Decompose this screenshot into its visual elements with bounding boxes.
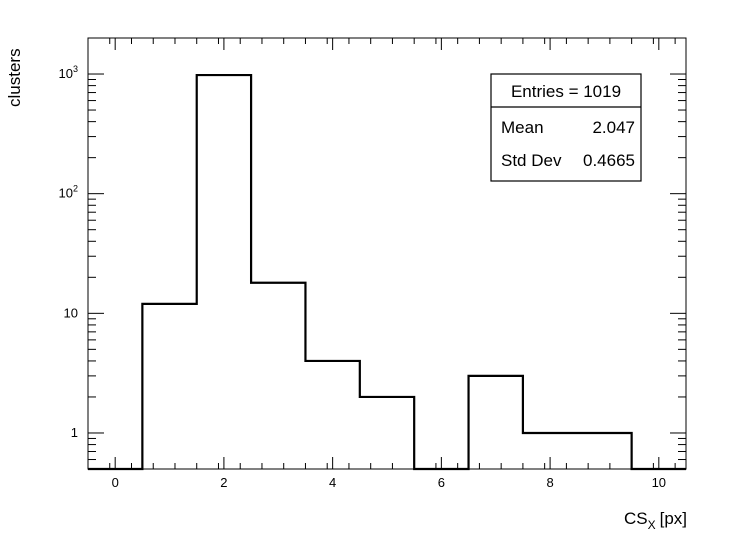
stats-box-frame [490,73,642,182]
y-tick-label-base: 1 [71,425,78,440]
y-tick-label-base: 10 [64,305,78,320]
x-axis-title-main: CS [624,509,648,528]
minor-ticks [87,37,686,470]
plot-frame [87,37,687,470]
x-tick-label: 8 [546,475,553,490]
y-tick-label: 103 [59,64,78,81]
stats-mean-label: Mean [501,118,544,137]
x-axis-title-sub: X [648,518,656,532]
x-tick-label: 2 [220,475,227,490]
stats-mean-value: 2.047 [592,118,635,137]
y-tick-label-exponent: 3 [73,64,78,74]
x-tick-label: 0 [112,475,119,490]
x-axis-title: CSX [px] [624,509,687,532]
stats-entries: Entries = 1019 [511,82,621,101]
x-tick-label: 4 [329,475,336,490]
stats-box: Entries = 1019 Mean 2.047 Std Dev 0.4665 [490,73,642,182]
x-axis-title-unit: [px] [660,509,687,528]
x-tick-label: 10 [652,475,666,490]
x-tick-label: 6 [438,475,445,490]
y-tick-label-base: 10 [59,66,73,81]
y-tick-label-exponent: 2 [73,184,78,194]
stats-stddev-value: 0.4665 [583,151,635,170]
x-tick-labels: 0 2 4 6 8 10 [112,475,666,490]
stats-stddev-label: Std Dev [501,151,562,170]
y-tick-label: 10 [64,305,78,320]
y-tick-label: 102 [59,184,78,201]
y-tick-label-base: 10 [59,186,73,201]
y-axis-title: clusters [5,48,24,107]
major-ticks [88,38,686,469]
y-tick-label: 1 [71,425,78,440]
histogram-outline [88,73,686,471]
